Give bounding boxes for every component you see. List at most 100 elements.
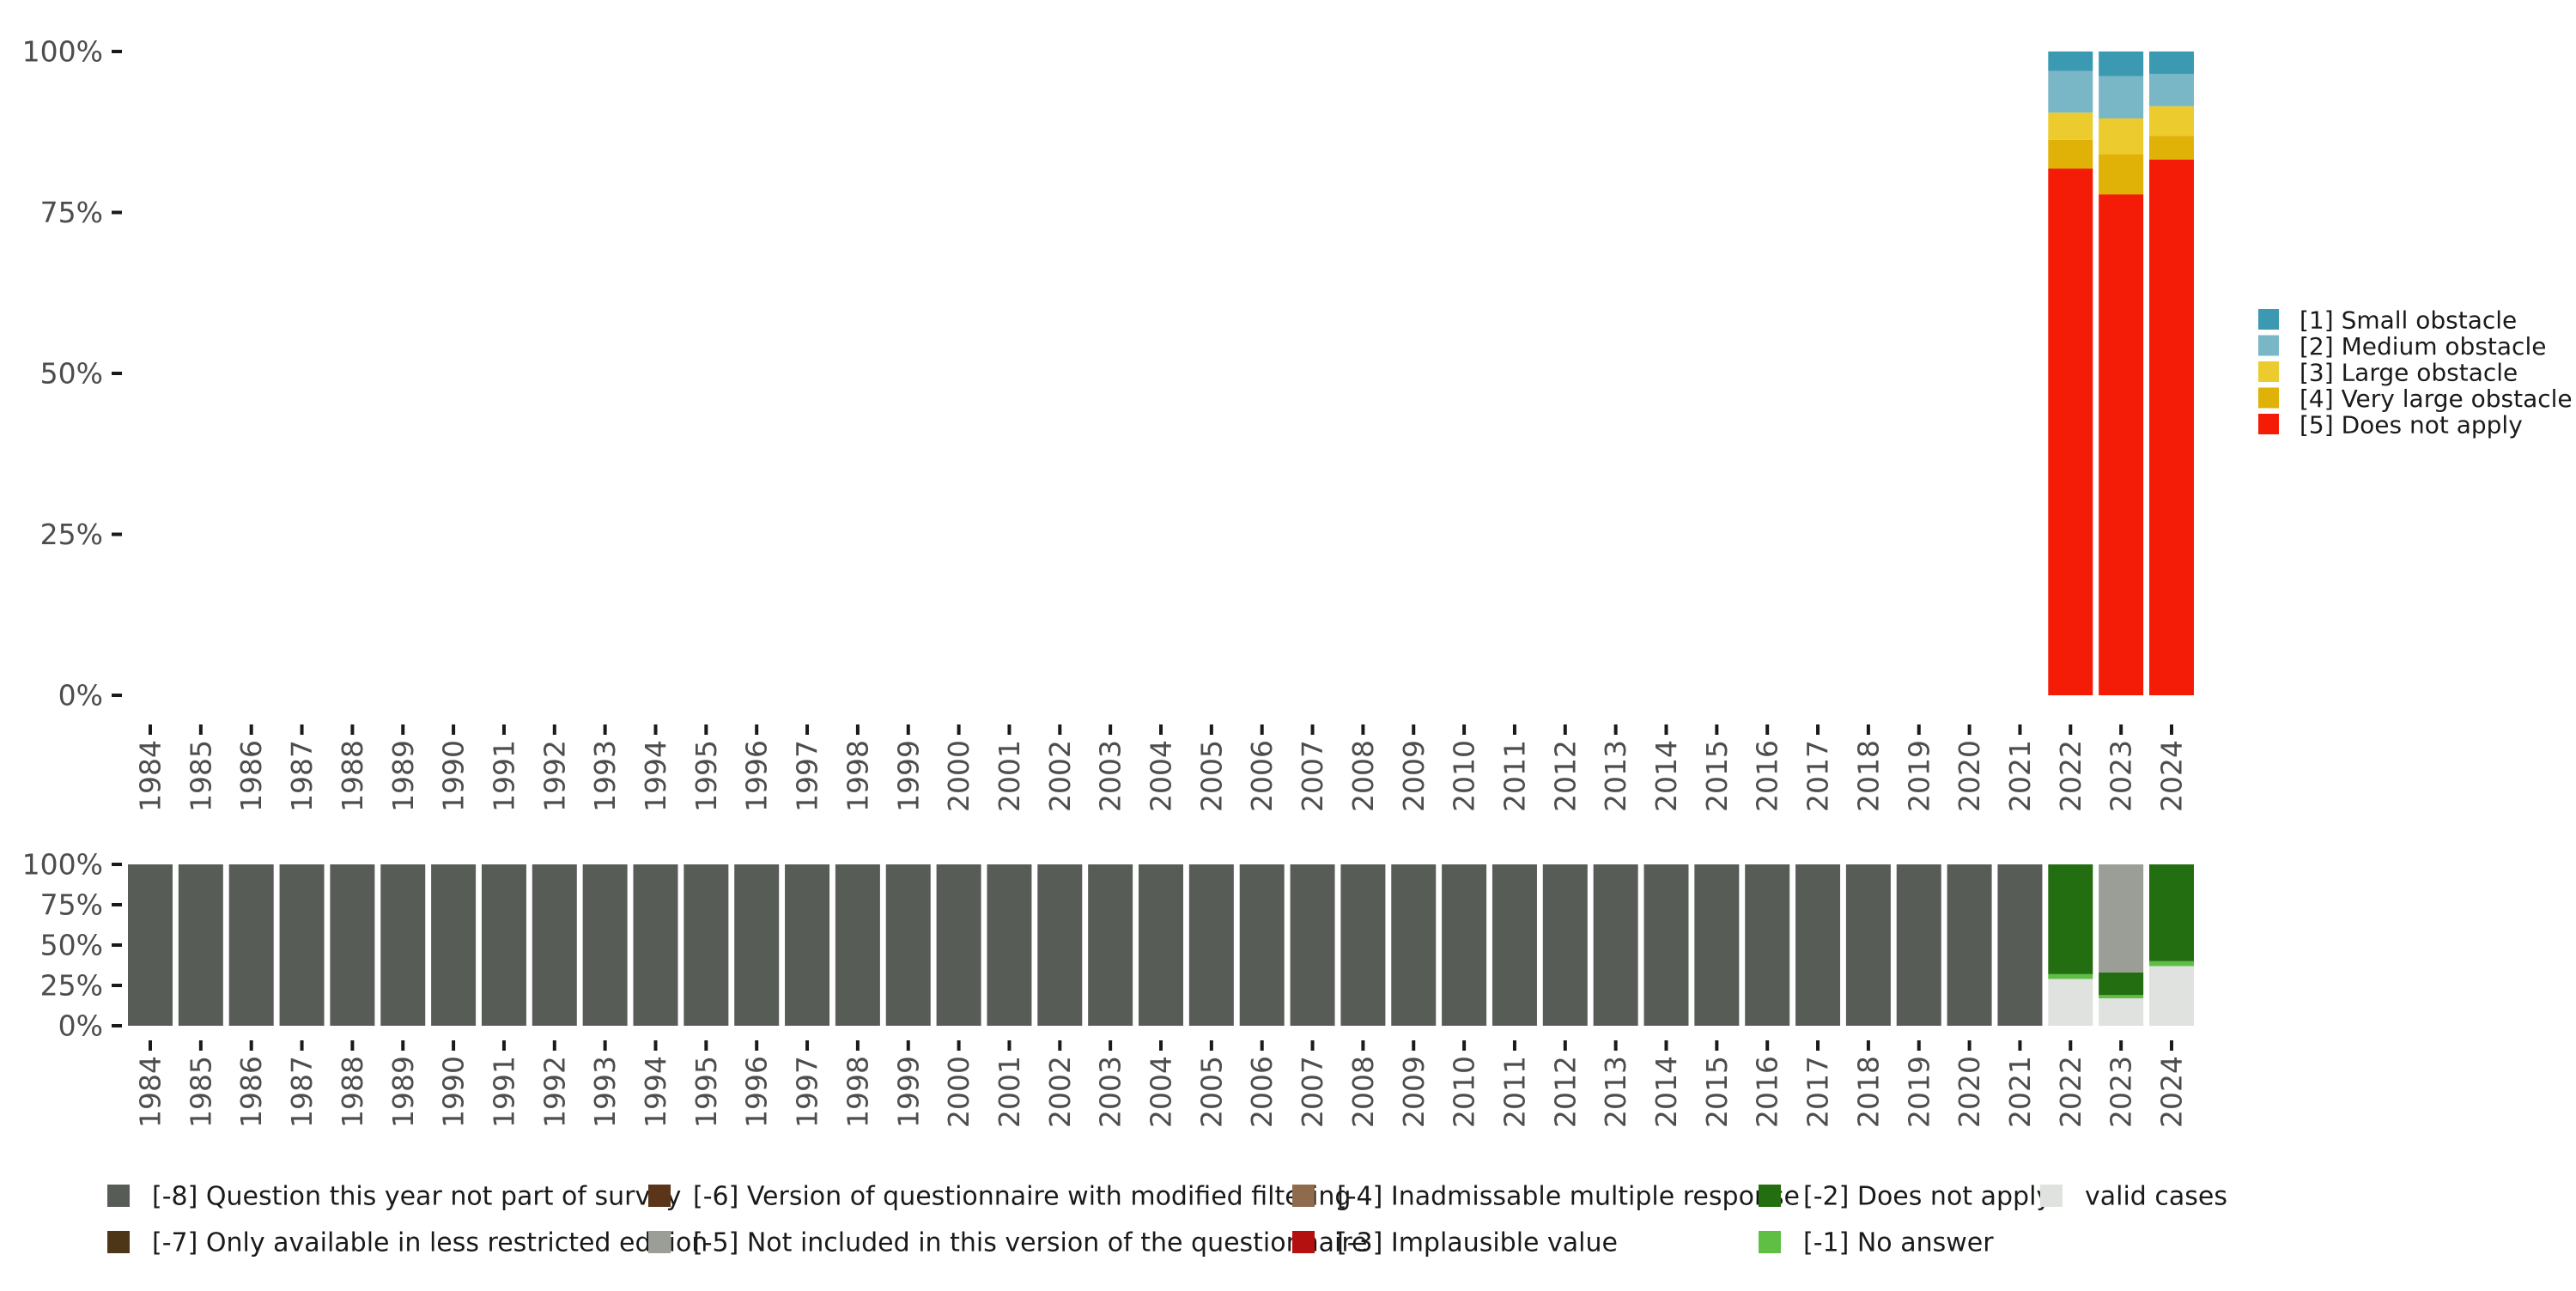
- bottom-bar-2009-8-question-this-year-not-part-of-survey: [1391, 864, 1437, 1026]
- legend-swatch-6-version-of-questionnaire-with-modified-filtering: [648, 1185, 671, 1207]
- bottom-x-tick-label: 2017: [1801, 1056, 1835, 1128]
- bottom-bar-1994-8-question-this-year-not-part-of-survey: [633, 864, 678, 1026]
- top-x-tick-label: 2022: [2054, 740, 2087, 812]
- top-x-tick-label: 1989: [386, 740, 420, 812]
- bottom-bar-1998-8-question-this-year-not-part-of-survey: [835, 864, 880, 1026]
- bottom-bar-2007-8-question-this-year-not-part-of-survey: [1290, 864, 1335, 1026]
- bottom-bar-2006-8-question-this-year-not-part-of-survey: [1239, 864, 1285, 1026]
- top-x-tick-label: 1996: [740, 740, 774, 812]
- bottom-x-tick-label: 2019: [1902, 1056, 1935, 1128]
- bottom-bar-1990-8-question-this-year-not-part-of-survey: [431, 864, 477, 1026]
- legend-label-2-medium-obstacle: [2] Medium obstacle: [2300, 332, 2546, 361]
- legend-label-3-implausible-value: [-3] Implausible value: [1337, 1228, 1618, 1258]
- top-x-tick-label: 2002: [1043, 740, 1077, 812]
- bottom-bar-2005-8-question-this-year-not-part-of-survey: [1188, 864, 1234, 1026]
- bottom-x-tick-label: 1990: [437, 1056, 471, 1128]
- top-x-tick-label: 2006: [1245, 740, 1279, 812]
- bottom-x-tick-label: 1989: [386, 1056, 420, 1128]
- legend-label-6-version-of-questionnaire-with-modified-filtering: [-6] Version of questionnaire with modif…: [693, 1182, 1351, 1212]
- top-x-tick-label: 2024: [2155, 740, 2189, 812]
- bottom-bar-1988-8-question-this-year-not-part-of-survey: [330, 864, 375, 1026]
- bottom-bar-1986-8-question-this-year-not-part-of-survey: [228, 864, 274, 1026]
- bottom-bar-1989-8-question-this-year-not-part-of-survey: [380, 864, 426, 1026]
- bottom-bar-2018-8-question-this-year-not-part-of-survey: [1845, 864, 1891, 1026]
- top-x-tick-label: 1995: [690, 740, 723, 812]
- top-bar-2022-3-large-obstacle: [2048, 112, 2093, 140]
- bottom-x-tick-label: 2004: [1145, 1056, 1178, 1128]
- bottom-y-tick-label: 0%: [58, 1009, 103, 1043]
- bottom-bar-2020-8-question-this-year-not-part-of-survey: [1947, 864, 1992, 1026]
- legend-swatch-1-small-obstacle: [2258, 309, 2279, 330]
- top-x-tick-label: 1984: [134, 740, 167, 812]
- top-x-tick-label: 2005: [1194, 740, 1228, 812]
- bottom-x-tick-label: 1999: [891, 1056, 925, 1128]
- top-x-tick-label: 2015: [1700, 740, 1734, 812]
- bottom-bar-1996-8-question-this-year-not-part-of-survey: [734, 864, 780, 1026]
- bottom-y-tick-label: 50%: [40, 929, 103, 962]
- bottom-bar-2011-8-question-this-year-not-part-of-survey: [1492, 864, 1537, 1026]
- top-x-tick-label: 1990: [437, 740, 471, 812]
- bottom-x-tick-label: 1988: [336, 1056, 369, 1128]
- bottom-x-tick-label: 2001: [993, 1056, 1026, 1128]
- bottom-x-tick-label: 2010: [1448, 1056, 1481, 1128]
- bottom-bar-2000-8-question-this-year-not-part-of-survey: [936, 864, 981, 1026]
- bottom-bar-2019-8-question-this-year-not-part-of-survey: [1896, 864, 1941, 1026]
- bottom-bar-2023-1-no-answer: [2099, 995, 2144, 999]
- bottom-bar-1997-8-question-this-year-not-part-of-survey: [785, 864, 830, 1026]
- legend-label-8-question-this-year-not-part-of-survey: [-8] Question this year not part of surv…: [152, 1182, 681, 1212]
- bottom-x-tick-label: 1993: [588, 1056, 622, 1128]
- bottom-bar-2024-1-no-answer: [2149, 961, 2194, 967]
- bottom-x-tick-label: 2008: [1346, 1056, 1380, 1128]
- top-bar-2024-4-very-large-obstacle: [2149, 136, 2194, 160]
- top-x-tick-label: 2020: [1953, 740, 1986, 812]
- bottom-bar-1999-8-question-this-year-not-part-of-survey: [885, 864, 931, 1026]
- bottom-x-tick-label: 1995: [690, 1056, 723, 1128]
- bottom-x-tick-label: 1984: [134, 1056, 167, 1128]
- top-bar-2024-3-large-obstacle: [2149, 106, 2194, 136]
- top-x-tick-label: 1998: [841, 740, 874, 812]
- legend-swatch-1-no-answer: [1759, 1231, 1781, 1253]
- bottom-x-tick-label: 2020: [1953, 1056, 1986, 1128]
- bottom-x-tick-label: 2015: [1700, 1056, 1734, 1128]
- legend-swatch-5-not-included-in-this-version-of-the-questionnaire: [648, 1231, 671, 1253]
- legend-swatch-valid-cases: [2040, 1185, 2063, 1207]
- bottom-x-tick-label: 2024: [2155, 1056, 2189, 1128]
- bottom-bar-2023-valid-cases: [2099, 998, 2144, 1026]
- bottom-x-tick-label: 1997: [791, 1056, 824, 1128]
- bottom-bar-2024-2-does-not-apply: [2149, 864, 2194, 961]
- bottom-bar-2012-8-question-this-year-not-part-of-survey: [1542, 864, 1588, 1026]
- top-x-tick-label: 2011: [1498, 740, 1531, 812]
- top-x-tick-label: 2018: [1851, 740, 1885, 812]
- bottom-bar-2016-8-question-this-year-not-part-of-survey: [1745, 864, 1790, 1026]
- top-bar-2022-2-medium-obstacle: [2048, 70, 2093, 113]
- top-y-tick-label: 100%: [22, 35, 103, 69]
- bottom-x-tick-label: 2014: [1649, 1056, 1683, 1128]
- bottom-x-tick-label: 2009: [1397, 1056, 1431, 1128]
- legend-label-4-very-large-obstacle: [4] Very large obstacle: [2300, 385, 2573, 413]
- top-bar-2022-5-does-not-apply: [2048, 168, 2093, 695]
- top-x-tick-label: 1986: [234, 740, 268, 812]
- top-bar-2022-4-very-large-obstacle: [2048, 139, 2093, 169]
- top-x-tick-label: 2014: [1649, 740, 1683, 812]
- bottom-bar-1984-8-question-this-year-not-part-of-survey: [128, 864, 173, 1026]
- bottom-bar-2010-8-question-this-year-not-part-of-survey: [1442, 864, 1487, 1026]
- top-chart-panel: 0% 25% 50% 75% 100% 1984 1985 1986 1987 1988 1989 1…: [22, 35, 2194, 812]
- bottom-x-tick-label: 1985: [184, 1056, 217, 1128]
- top-x-tick-label: 1992: [538, 740, 571, 812]
- top-x-tick-label: 2007: [1296, 740, 1329, 812]
- legend-label-4-inadmissable-multiple-response: [-4] Inadmissable multiple response: [1337, 1182, 1800, 1212]
- bottom-bar-1991-8-question-this-year-not-part-of-survey: [481, 864, 526, 1026]
- bottom-x-tick-label: 2000: [942, 1056, 975, 1128]
- legend-swatch-4-inadmissable-multiple-response: [1292, 1185, 1315, 1207]
- bottom-bar-1995-8-question-this-year-not-part-of-survey: [683, 864, 729, 1026]
- top-y-tick-label: 0%: [58, 679, 103, 712]
- top-x-tick-label: 1985: [184, 740, 217, 812]
- bottom-bar-2015-8-question-this-year-not-part-of-survey: [1694, 864, 1740, 1026]
- right-legend: [1] Small obstacle[2] Medium obstacle[3]…: [2258, 306, 2573, 439]
- bottom-x-tick-label: 2022: [2054, 1056, 2087, 1128]
- bottom-bar-2013-8-question-this-year-not-part-of-survey: [1593, 864, 1638, 1026]
- legend-swatch-2-does-not-apply: [1759, 1185, 1781, 1207]
- top-bar-2024-5-does-not-apply: [2149, 160, 2194, 695]
- top-y-tick-label: 75%: [40, 196, 103, 229]
